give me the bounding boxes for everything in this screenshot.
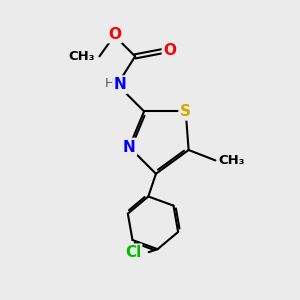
Text: CH₃: CH₃ [68,50,95,63]
Text: S: S [180,104,191,119]
Text: O: O [164,43,176,58]
Text: H: H [104,76,114,90]
Text: O: O [108,27,121,42]
Text: N: N [114,77,127,92]
Text: N: N [123,140,136,154]
Text: CH₃: CH₃ [218,154,245,167]
Text: Cl: Cl [125,244,141,260]
